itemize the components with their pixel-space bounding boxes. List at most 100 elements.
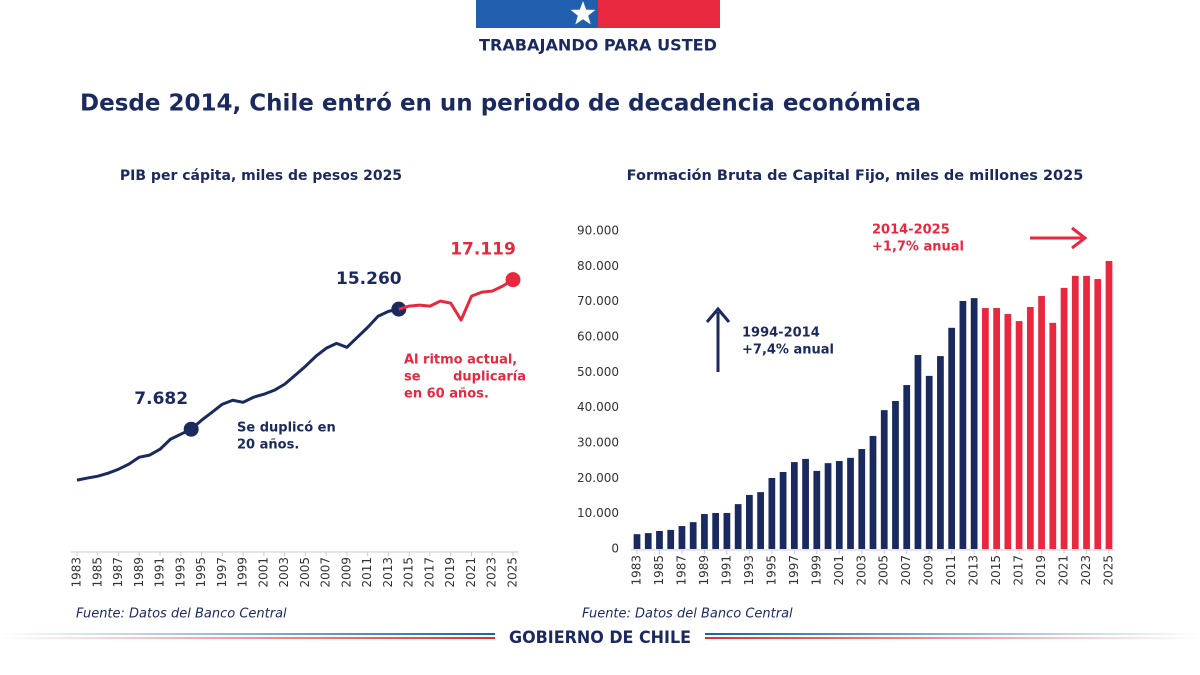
x-tick-label: 2017 <box>1012 555 1026 586</box>
star <box>570 1 596 25</box>
bar <box>858 449 866 549</box>
x-tick-label: 1983 <box>630 555 644 586</box>
annotation: 20 años. <box>237 438 299 453</box>
x-tick-label: 2001 <box>256 557 270 588</box>
chart-title: PIB per cápita, miles de pesos 2025 <box>120 168 402 184</box>
bar <box>712 512 720 549</box>
bar <box>824 463 832 549</box>
x-tick-label: 2011 <box>944 555 958 586</box>
x-tick-label: 1999 <box>236 557 250 588</box>
footer-line <box>0 637 495 639</box>
bar <box>633 534 641 549</box>
bar <box>656 530 663 549</box>
line <box>76 307 400 482</box>
bar <box>1083 275 1090 549</box>
annotation: 1994-2014 <box>742 326 820 341</box>
chart-title: Formación Bruta de Capital Fijo, miles d… <box>627 168 1084 184</box>
x-tick-label: 1987 <box>674 555 688 586</box>
x-tick-label: 2015 <box>402 557 416 588</box>
bar <box>948 327 956 549</box>
x-tick-label: 2013 <box>967 555 981 586</box>
value-label: 15.260 <box>336 269 402 289</box>
x-tick-label: 2003 <box>854 555 868 586</box>
x-tick-label: 2023 <box>1079 555 1093 586</box>
x-tick-label: 1985 <box>652 555 666 586</box>
point <box>505 272 521 288</box>
point <box>183 421 199 437</box>
bar <box>982 308 989 549</box>
x-tick-label: 2025 <box>1102 555 1116 586</box>
value-label: 17.119 <box>450 240 516 260</box>
bar <box>768 477 776 549</box>
bar <box>914 355 922 549</box>
chart: 1983 1985 1987 1989 1991 1993 1995 1997 1999 2001… <box>70 240 521 588</box>
arrow-right <box>1030 226 1088 250</box>
bar <box>746 494 753 549</box>
x-tick-label: 2003 <box>277 557 291 588</box>
y-tick-label: 70.000 <box>577 294 619 308</box>
bar <box>734 504 742 549</box>
arrow-up <box>705 306 731 372</box>
y-tick-label: 50.000 <box>577 365 619 379</box>
bar <box>779 471 787 549</box>
header: TRABAJANDO PARA USTED <box>476 0 720 55</box>
bar <box>1049 322 1057 549</box>
tagline: TRABAJANDO PARA USTED <box>479 36 717 55</box>
x-tick-label: 1997 <box>787 555 801 586</box>
x-tick-label: 2007 <box>319 557 333 588</box>
bar <box>1071 275 1079 549</box>
x-tick-label: 1991 <box>719 555 733 586</box>
bar <box>701 514 708 549</box>
x-tick-label: 2015 <box>989 555 1003 586</box>
footer-line <box>0 633 495 635</box>
bar <box>835 461 843 549</box>
bar <box>723 512 731 549</box>
x-tick-label: 1989 <box>697 555 711 586</box>
x-tick-label: 2011 <box>360 557 374 588</box>
source: Fuente: Datos del Banco Central <box>582 607 793 622</box>
bar <box>959 300 967 549</box>
bar <box>644 533 652 549</box>
bar <box>757 492 764 549</box>
x-tick-label: 2023 <box>485 557 499 588</box>
x-tick-label: 2005 <box>877 555 891 586</box>
annotation: +7,4% anual <box>742 343 834 358</box>
x-tick-label: 1989 <box>132 557 146 588</box>
x-tick-label: 1995 <box>194 557 208 588</box>
annotation: +1,7% anual <box>872 240 964 255</box>
bar <box>802 458 809 549</box>
y-tick-label: 30.000 <box>577 436 619 450</box>
bar <box>1038 296 1045 549</box>
x-tick-label: 2005 <box>298 557 312 588</box>
x-tick-label: 2013 <box>381 557 395 588</box>
bar <box>970 298 978 549</box>
footer-line <box>705 633 1200 635</box>
value-label: 7.682 <box>134 389 188 409</box>
footer-text: GOBIERNO DE CHILE <box>509 628 691 648</box>
x-tick-label: 2025 <box>506 557 520 588</box>
bar <box>1004 314 1012 549</box>
bar <box>880 410 888 549</box>
bar <box>1105 261 1113 549</box>
annotation: en 60 años. <box>404 387 489 402</box>
annotation: se duplicaría <box>404 370 526 385</box>
bar <box>1094 279 1102 549</box>
y-tick-label: 90.000 <box>577 224 619 238</box>
bar <box>925 375 933 549</box>
bar <box>869 435 877 549</box>
x-tick-label: 1993 <box>742 555 756 586</box>
chart: 1983 1985 1987 1989 1991 1993 1995 1997 1999 2001… <box>577 224 1116 586</box>
x-tick-label: 1985 <box>90 557 104 588</box>
annotation: 2014-2025 <box>872 223 950 238</box>
x-tick-label: 2009 <box>922 555 936 586</box>
x-tick-label: 2009 <box>339 557 353 588</box>
bar <box>847 457 854 549</box>
x-tick-label: 1995 <box>764 555 778 586</box>
annotation: Se duplicó en <box>237 421 336 436</box>
bar <box>667 529 675 549</box>
x-tick-label: 2001 <box>832 555 846 586</box>
bar <box>1026 306 1034 549</box>
bar <box>790 462 798 549</box>
y-tick-label: 60.000 <box>577 330 619 344</box>
